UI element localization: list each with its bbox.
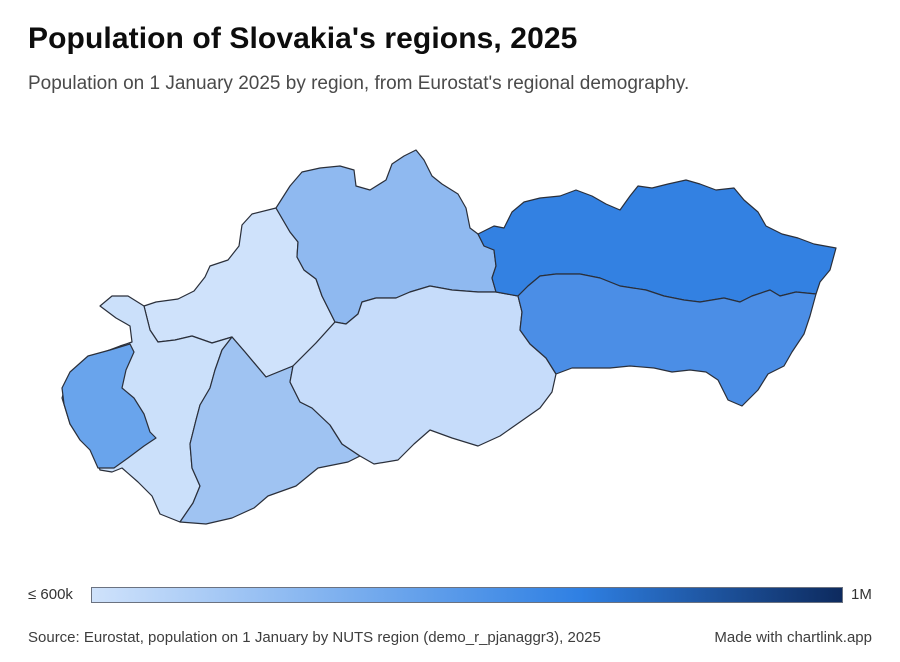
region-kosice[interactable] bbox=[517, 273, 817, 407]
region-bratislava[interactable] bbox=[61, 343, 157, 469]
legend-color-scale bbox=[91, 587, 843, 603]
credit-link[interactable]: Made with chartlink.app bbox=[714, 629, 872, 646]
source-note: Source: Eurostat, population on 1 Januar… bbox=[28, 629, 601, 646]
chart-subtitle: Population on 1 January 2025 by region, … bbox=[28, 73, 690, 94]
region-banska-bystrica[interactable] bbox=[289, 285, 557, 465]
legend-min-label: ≤ 600k bbox=[28, 586, 73, 603]
legend-max-label: 1M bbox=[851, 586, 872, 603]
chart-title: Population of Slovakia's regions, 2025 bbox=[28, 22, 578, 55]
